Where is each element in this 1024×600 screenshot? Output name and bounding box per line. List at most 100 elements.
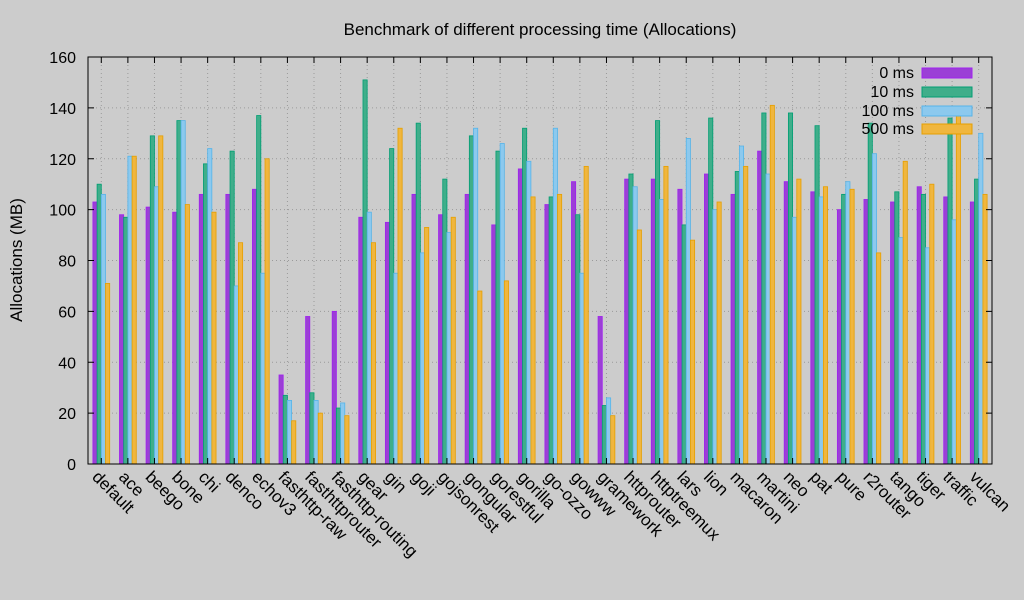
bar-gojsonrest-10ms: [442, 178, 448, 465]
bar-gin-500ms: [397, 127, 403, 465]
bar-gongular-500ms: [477, 290, 483, 465]
bar-gorilla-500ms: [530, 196, 536, 465]
bar-httptreemux-0ms: [650, 178, 656, 465]
bar-vulcan-100ms: [978, 132, 984, 465]
bar-macaron-100ms: [739, 145, 745, 465]
bar-martini-500ms: [769, 104, 775, 465]
bar-r2router-500ms: [876, 252, 882, 465]
legend-swatch: [921, 105, 973, 117]
bar-tango-0ms: [890, 201, 896, 465]
y-tick-label: 100: [49, 203, 76, 220]
bar-fasthttprouter-100ms: [313, 400, 319, 465]
bar-tiger-100ms: [925, 247, 931, 465]
bar-httprouter-0ms: [624, 178, 630, 465]
bar-denco-100ms: [233, 285, 239, 465]
bar-vulcan-10ms: [974, 178, 980, 465]
bar-default-0ms: [92, 201, 98, 465]
bar-gongular-0ms: [464, 193, 470, 465]
bar-gorestful-100ms: [499, 143, 505, 465]
bar-vulcan-0ms: [969, 201, 975, 465]
bar-martini-0ms: [757, 150, 763, 465]
bar-gorestful-0ms: [491, 224, 497, 465]
bar-macaron-10ms: [734, 171, 740, 465]
bars: [92, 79, 988, 465]
bar-lars-10ms: [681, 224, 687, 465]
bar-fasthttprouter-10ms: [309, 392, 315, 465]
bar-r2router-100ms: [871, 153, 877, 465]
bar-gramework-10ms: [601, 405, 607, 465]
bar-pat-100ms: [818, 196, 824, 465]
bar-lion-500ms: [716, 201, 722, 465]
bar-echov3-500ms: [264, 158, 270, 465]
y-tick-label: 160: [49, 50, 76, 67]
bar-gojsonrest-0ms: [438, 214, 444, 465]
bar-gramework-0ms: [597, 316, 603, 465]
y-tick-label: 60: [58, 304, 76, 321]
bar-bone-100ms: [180, 120, 186, 465]
bar-default-10ms: [96, 183, 102, 465]
bar-tango-100ms: [898, 237, 904, 465]
y-tick-label: 140: [49, 101, 76, 118]
bar-vulcan-500ms: [982, 193, 988, 465]
bar-neo-10ms: [787, 112, 793, 465]
bar-httptreemux-100ms: [659, 199, 665, 465]
bar-neo-500ms: [796, 178, 802, 465]
bar-beego-10ms: [149, 135, 155, 465]
bar-pure-0ms: [836, 209, 842, 465]
bar-go-ozzo-100ms: [552, 127, 558, 465]
bar-fasthttp-raw-100ms: [287, 400, 293, 465]
bar-gongular-10ms: [468, 135, 474, 465]
axes: [87, 56, 993, 465]
bar-gin-10ms: [389, 148, 395, 465]
bar-tango-10ms: [894, 191, 900, 465]
bar-fasthttp-routing-0ms: [331, 310, 337, 465]
bar-fasthttprouter-0ms: [305, 316, 311, 465]
bar-httprouter-100ms: [632, 186, 638, 465]
bar-beego-500ms: [158, 135, 164, 465]
bar-gowww-100ms: [579, 272, 585, 465]
bar-denco-10ms: [229, 150, 235, 465]
bar-r2router-10ms: [867, 122, 873, 465]
bar-fasthttp-routing-10ms: [335, 407, 341, 465]
bar-bone-0ms: [172, 211, 178, 465]
bar-gramework-100ms: [606, 397, 612, 465]
bar-r2router-0ms: [863, 199, 869, 465]
bar-gear-500ms: [370, 242, 376, 465]
y-tick-label: 20: [58, 406, 76, 423]
bar-goji-10ms: [415, 122, 421, 465]
bar-go-ozzo-500ms: [557, 193, 563, 465]
bar-martini-10ms: [761, 112, 767, 465]
bar-ace-10ms: [123, 216, 129, 465]
bar-gongular-100ms: [473, 127, 479, 465]
bar-httptreemux-10ms: [655, 120, 661, 465]
bar-denco-0ms: [225, 193, 231, 465]
bar-gojsonrest-100ms: [446, 232, 452, 465]
bar-lion-10ms: [708, 117, 714, 465]
y-tick-label: 40: [58, 355, 76, 372]
bar-gramework-500ms: [610, 415, 616, 465]
legend-swatch: [921, 67, 973, 79]
bar-gear-100ms: [366, 211, 372, 465]
bar-gorilla-0ms: [517, 168, 523, 465]
bar-denco-500ms: [238, 242, 244, 465]
bar-neo-0ms: [783, 181, 789, 465]
bar-go-ozzo-10ms: [548, 196, 554, 465]
bar-httptreemux-500ms: [663, 165, 669, 465]
bar-ace-0ms: [119, 214, 125, 465]
bar-lars-500ms: [690, 239, 696, 465]
bar-beego-0ms: [145, 206, 151, 465]
bar-traffic-500ms: [955, 115, 961, 465]
bar-fasthttp-routing-500ms: [344, 415, 350, 465]
bar-chi-10ms: [203, 163, 209, 465]
bar-lion-0ms: [704, 173, 710, 465]
bar-goji-0ms: [411, 193, 417, 465]
bar-httprouter-10ms: [628, 173, 634, 465]
bar-macaron-0ms: [730, 193, 736, 465]
bar-goji-500ms: [424, 227, 430, 465]
bar-tiger-10ms: [920, 193, 926, 465]
bar-gorilla-100ms: [526, 160, 532, 465]
bar-traffic-0ms: [943, 196, 949, 465]
bar-echov3-10ms: [256, 115, 262, 465]
bar-gorestful-10ms: [495, 150, 501, 465]
